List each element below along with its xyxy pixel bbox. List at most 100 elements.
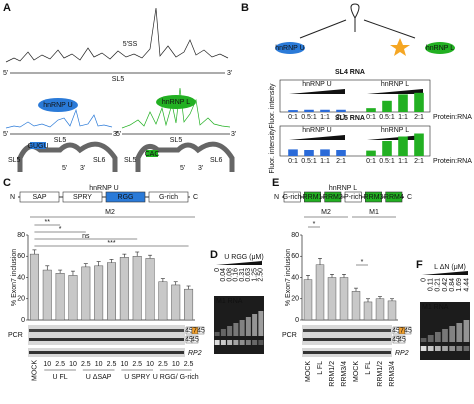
domain-box xyxy=(365,191,382,203)
exon-box xyxy=(404,326,412,335)
panel-label: F xyxy=(416,259,423,271)
bar xyxy=(375,298,385,321)
gel-smear xyxy=(449,326,455,342)
stem-label: SL5 xyxy=(112,76,125,83)
bar xyxy=(414,92,424,112)
x-tick-label: 0:1 xyxy=(366,114,376,121)
gel-smear xyxy=(214,332,220,336)
bar xyxy=(304,109,314,112)
exon-label: 45 xyxy=(398,336,406,343)
dose-label: 2.5 xyxy=(81,361,91,368)
terminus-label: C xyxy=(193,194,198,201)
bar xyxy=(171,284,181,321)
x-tick-label: 1:1 xyxy=(398,158,408,165)
bar xyxy=(304,150,314,156)
gel-smear xyxy=(420,338,427,342)
plot-frame xyxy=(279,125,431,157)
stem-label: SL5 xyxy=(54,137,67,144)
gel-band xyxy=(303,351,391,354)
protein-u-icon xyxy=(275,42,305,54)
gel-smear xyxy=(456,323,463,342)
x-tick-label: 2:1 xyxy=(414,114,424,121)
gel-band xyxy=(29,338,184,341)
bar xyxy=(184,288,194,321)
y-tick-label: 80 xyxy=(291,232,299,239)
dose-label: 2.5 xyxy=(107,361,117,368)
bar xyxy=(315,264,325,321)
gel-band xyxy=(442,346,448,351)
x-tick-label: 0.5:1 xyxy=(379,158,395,165)
concentration-label: 0.08 xyxy=(226,268,233,282)
bar xyxy=(68,275,78,321)
y-tick-label: 80 xyxy=(17,232,25,239)
x-tick-label: MOCK xyxy=(305,361,312,382)
exon-label: 45 xyxy=(185,327,193,334)
stem-label: SL6 xyxy=(210,157,223,164)
y-tick-label: 20 xyxy=(291,296,299,303)
gel-band xyxy=(463,346,470,351)
gel-band xyxy=(435,346,441,351)
construct-title: hnRNP L xyxy=(329,185,357,192)
panel-label: C xyxy=(3,177,11,189)
concentration-label: 0.84 xyxy=(449,278,456,292)
bar xyxy=(145,258,155,321)
chart-title: SL4 RNA xyxy=(335,69,365,76)
x-tick-label: 1:1 xyxy=(320,158,330,165)
gel-band xyxy=(420,346,427,351)
end-label: 5' xyxy=(3,131,8,138)
domain-box xyxy=(283,191,301,203)
domain-label: RRM1 xyxy=(303,194,323,201)
end-label: 3' xyxy=(227,70,232,77)
gel-band xyxy=(258,340,264,345)
dose-label: 10 xyxy=(146,361,154,368)
domain-box xyxy=(105,191,146,203)
bar xyxy=(158,281,168,321)
domain-box xyxy=(324,191,342,203)
rna-structure xyxy=(17,141,235,172)
bar xyxy=(119,257,129,321)
x-tick-label: 0:1 xyxy=(288,158,298,165)
domain-label: SAP xyxy=(32,194,46,201)
x-tick-label: RRM1/2 xyxy=(377,361,384,387)
bar xyxy=(398,94,408,112)
domain-label: SPRY xyxy=(73,194,92,201)
y-tick-label: 40 xyxy=(291,274,299,281)
x-tick-label: RRM3/4 xyxy=(389,361,396,387)
exon-box xyxy=(191,335,199,344)
gel-band xyxy=(449,346,455,351)
x-axis-label: Protein:RNA xyxy=(433,158,472,165)
protein-l-icon xyxy=(156,95,196,109)
concentration-label: 4.44 xyxy=(463,278,470,292)
x-tick-label: RRM1/2 xyxy=(329,361,336,387)
bar xyxy=(288,149,298,156)
gel-band xyxy=(214,340,220,345)
protein-u-icon xyxy=(38,98,78,112)
concentration-label: 0 xyxy=(214,268,221,272)
gel-band xyxy=(239,340,245,345)
ramp xyxy=(367,135,423,140)
legend-label: hnRNP L xyxy=(381,127,409,134)
group-label: U SPRY xyxy=(124,374,150,381)
x-tick-label: 2:1 xyxy=(336,114,346,121)
x-tick-label: 1:1 xyxy=(398,114,408,121)
motif-label: CAC xyxy=(145,151,160,158)
gel-title: U RGG (μM) xyxy=(224,254,263,261)
y-tick-label: 0 xyxy=(21,317,25,324)
stem-label: SL5 xyxy=(8,157,21,164)
group-label: U ΔSAP xyxy=(86,374,112,381)
ramp xyxy=(216,261,262,265)
gel-band xyxy=(252,340,258,345)
x-tick-label: 1:1 xyxy=(320,114,330,121)
x-tick-label: 0.5:1 xyxy=(301,158,317,165)
bar xyxy=(132,256,142,321)
significance-label: * xyxy=(361,259,364,266)
gel-smear xyxy=(252,314,258,336)
domain-box xyxy=(304,191,321,203)
minigene-label: M2 xyxy=(321,209,331,216)
concentration-label: 0.63 xyxy=(245,268,252,282)
bar xyxy=(382,100,392,112)
y-tick-label: 60 xyxy=(17,253,25,260)
gel-band xyxy=(245,340,251,345)
dose-label: 2.5 xyxy=(158,361,168,368)
